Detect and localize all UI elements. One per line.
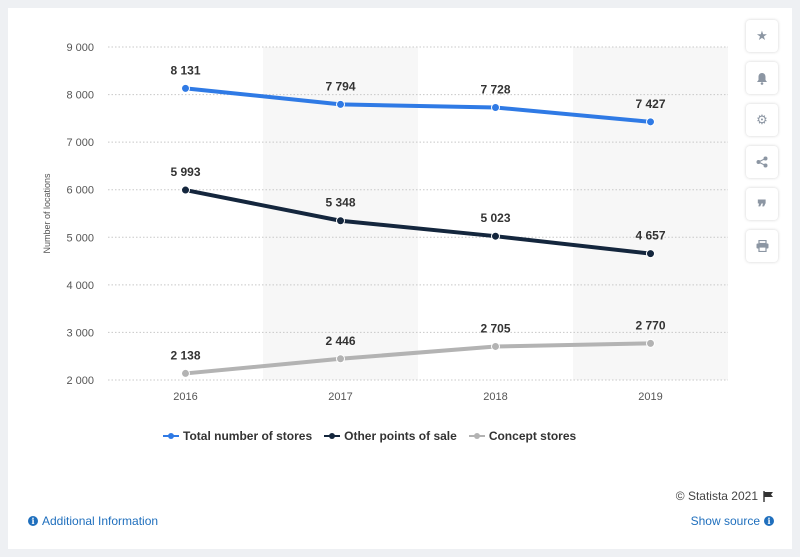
- data-point: [646, 338, 655, 348]
- data-point: [336, 354, 345, 364]
- x-tick-label: 2018: [483, 391, 507, 403]
- series-line-1: [183, 188, 653, 256]
- data-label: 5 023: [480, 211, 510, 225]
- y-tick-label: 6 000: [66, 185, 94, 197]
- x-tick-label: 2019: [638, 391, 662, 403]
- legend-item-other-points[interactable]: Other points of sale: [324, 429, 457, 443]
- info-icon: i: [28, 516, 38, 526]
- legend-marker-total-stores: [163, 433, 179, 439]
- y-tick-label: 4 000: [66, 280, 94, 292]
- data-point: [181, 368, 190, 378]
- notification-button[interactable]: [746, 62, 778, 94]
- band-2019: [573, 47, 728, 380]
- data-point: [646, 117, 655, 127]
- series-line-2: [183, 341, 653, 376]
- y-tick-label: 9 000: [66, 42, 94, 54]
- legend-label-other-points: Other points of sale: [344, 429, 457, 443]
- legend-item-concept-stores[interactable]: Concept stores: [468, 429, 577, 443]
- show-source-label: Show source: [690, 514, 760, 528]
- star-icon: ★: [756, 28, 768, 43]
- info-icon: i: [764, 516, 774, 526]
- y-tick-label: 5 000: [66, 232, 94, 244]
- chart-toolbar: ★ ⚙ ❞: [746, 20, 778, 262]
- data-label: 7 794: [325, 79, 355, 93]
- data-label: 2 770: [635, 318, 665, 332]
- data-label: 7 728: [480, 83, 510, 97]
- credit-text: © Statista 2021: [675, 489, 758, 503]
- flag-icon: [763, 490, 773, 502]
- series-line-0: [183, 86, 653, 124]
- y-axis-label: Number of locations: [42, 173, 52, 254]
- data-point: [491, 231, 500, 241]
- data-point: [491, 341, 500, 351]
- y-tick-label: 7 000: [66, 137, 94, 149]
- x-tick-label: 2017: [328, 391, 352, 403]
- data-point: [646, 249, 655, 259]
- additional-information-label: Additional Information: [42, 514, 159, 528]
- x-tick-label: 2016: [173, 391, 197, 403]
- y-tick-label: 3 000: [66, 327, 94, 339]
- y-tick-label: 8 000: [66, 90, 94, 102]
- y-tick-label: 2 000: [66, 375, 94, 387]
- data-label: 5 348: [325, 196, 355, 210]
- data-point: [181, 83, 190, 93]
- legend-marker-other-points: [324, 433, 341, 439]
- statista-credit[interactable]: © Statista 2021: [676, 489, 774, 503]
- share-button[interactable]: [746, 146, 778, 178]
- cite-button[interactable]: ❞: [746, 188, 778, 220]
- bell-icon: [757, 72, 767, 85]
- data-label: 2 138: [170, 348, 200, 362]
- data-label: 8 131: [170, 63, 200, 77]
- data-label: 2 705: [480, 321, 510, 335]
- additional-information-link[interactable]: i Additional Information: [28, 514, 158, 528]
- legend-label-total-stores: Total number of stores: [183, 429, 313, 443]
- legend-marker-concept-stores: [468, 433, 485, 439]
- data-label: 5 993: [170, 165, 200, 179]
- data-point: [336, 99, 345, 109]
- quote-icon: ❞: [757, 197, 767, 217]
- data-point: [336, 216, 345, 226]
- gear-icon: ⚙: [756, 112, 768, 127]
- favorite-button[interactable]: ★: [746, 20, 778, 52]
- data-point: [181, 185, 190, 195]
- chart-legend: Total number of stores Other points of s…: [163, 429, 576, 443]
- settings-button[interactable]: ⚙: [746, 104, 778, 136]
- print-icon: [756, 240, 768, 252]
- data-label: 2 446: [325, 334, 355, 348]
- legend-label-concept-stores: Concept stores: [488, 429, 577, 443]
- legend-item-total-stores[interactable]: Total number of stores: [163, 429, 312, 443]
- share-icon: [756, 156, 768, 168]
- print-button[interactable]: [746, 230, 778, 262]
- show-source-link[interactable]: Show source i: [691, 514, 774, 528]
- data-label: 7 427: [635, 97, 665, 111]
- data-label: 4 657: [635, 229, 665, 243]
- data-point: [491, 103, 500, 113]
